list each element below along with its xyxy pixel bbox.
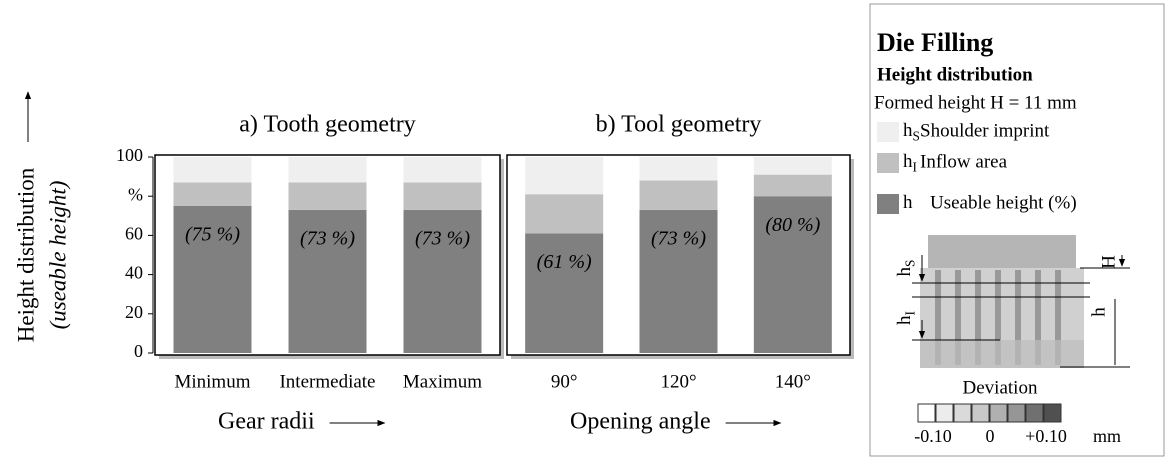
symbol-base: h [903, 192, 913, 213]
y-axis-label: (useable height) [45, 181, 70, 330]
value-label: (80 %) [765, 214, 820, 236]
bar-segment [754, 175, 832, 197]
panel-title: a) Tooth geometry [239, 112, 416, 138]
label-H: H [1098, 255, 1119, 269]
legend-swatch [877, 194, 899, 214]
figure: a) Tooth geometry 0 20 40 60% 100 Height distr… [0, 0, 1170, 461]
x-tick-label: Maximum [403, 371, 482, 392]
x-axis-label: Opening angle [570, 409, 711, 435]
value-label: (73 %) [300, 228, 355, 250]
legend-swatch [877, 153, 899, 173]
symbol: h [903, 192, 913, 213]
bar-segment [404, 157, 482, 182]
color-scale [918, 404, 1061, 422]
value-label: (73 %) [415, 228, 470, 250]
legend-label: Inflow area [920, 151, 1008, 172]
bar-segment [525, 194, 603, 233]
bar-segment [289, 157, 367, 182]
panel-title: b) Tool geometry [596, 112, 762, 138]
legend-swatch [877, 122, 899, 142]
scale-tick: 0 [986, 426, 995, 446]
symbol-subscript: S [903, 260, 918, 267]
y-tick-label: 60 [125, 224, 143, 244]
bar-segment [174, 182, 252, 206]
legend-title: Die Filling [877, 28, 993, 57]
page: a) Tooth geometry 0 20 40 60% 100 Height distr… [0, 0, 1170, 461]
symbol-subscript: I [913, 160, 917, 175]
symbol-base: h [903, 151, 913, 172]
bar-segment [404, 182, 482, 209]
bar-segment [754, 157, 832, 175]
y-axis-label: Height distribution [13, 167, 38, 342]
symbol-base: h [894, 315, 915, 325]
x-tick-label: 120° [660, 371, 696, 392]
symbol-base: h [894, 266, 915, 276]
scale-tick: +0.10 [1025, 426, 1067, 446]
y-tick-label: % [128, 184, 143, 204]
scale-title: Deviation [963, 377, 1038, 398]
symbol-base: h [903, 120, 913, 141]
value-label: (73 %) [651, 228, 706, 250]
scale-unit: mm [1093, 426, 1121, 446]
y-tick-label: 40 [125, 263, 143, 283]
legend-subtitle: Height distribution [877, 64, 1033, 85]
symbol-subscript: S [913, 129, 920, 144]
bar-segment [174, 157, 252, 182]
bar-segment [289, 182, 367, 209]
bar-segment [640, 157, 718, 181]
symbol-subscript: I [903, 311, 918, 315]
y-tick-label: 100 [116, 145, 143, 165]
bar-segment [640, 181, 718, 210]
label-h: h [1088, 307, 1109, 317]
legend-label: Shoulder imprint [920, 120, 1050, 141]
x-tick-label: Minimum [174, 371, 250, 392]
x-tick-label: Intermediate [279, 371, 375, 392]
legend-label: Useable height (%) [930, 192, 1077, 213]
legend-note: Formed height H = 11 mm [874, 92, 1077, 113]
y-tick-label: 20 [125, 302, 143, 322]
x-tick-label: 90° [551, 371, 578, 392]
x-axis-label: Gear radii [218, 409, 315, 435]
x-tick-label: 140° [775, 371, 811, 392]
value-label: (75 %) [185, 224, 240, 246]
scale-tick: -0.10 [914, 426, 952, 446]
value-label: (61 %) [537, 251, 592, 273]
bar-segment [525, 157, 603, 194]
y-tick-label: 0 [134, 341, 143, 361]
